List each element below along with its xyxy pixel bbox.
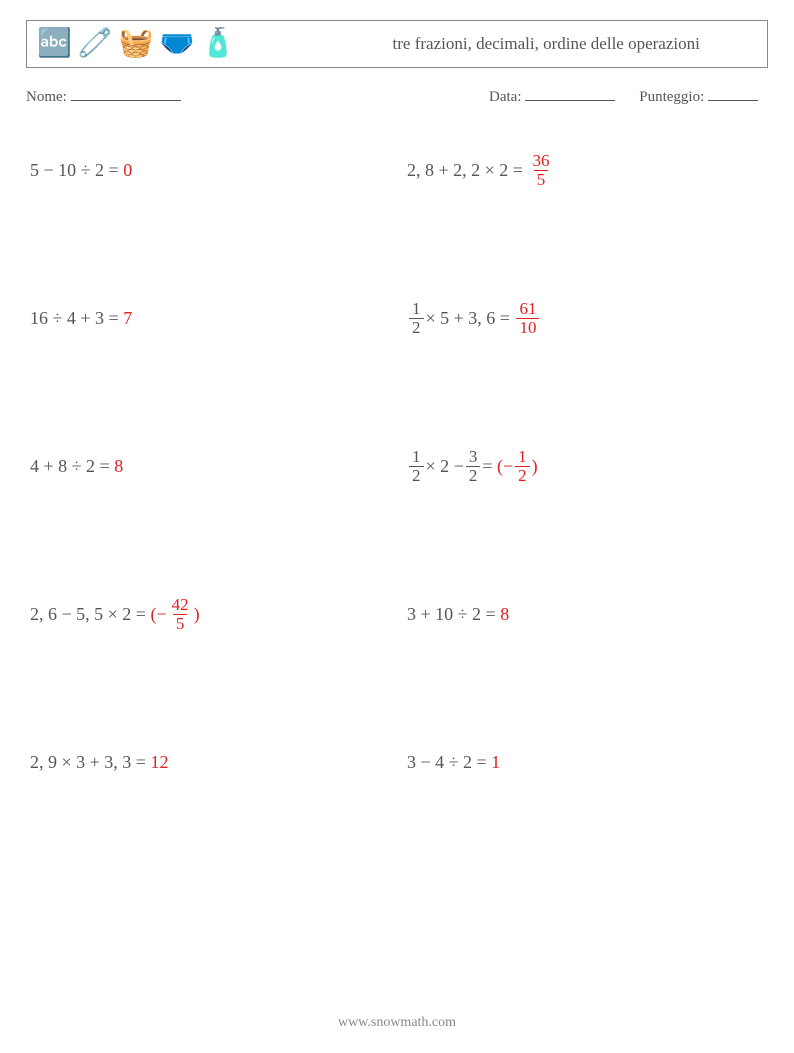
problem-answer: 365 xyxy=(527,152,554,189)
score-label: Punteggio: xyxy=(639,89,704,105)
name-label: Nome: xyxy=(26,89,67,105)
problem-1: 5 − 10 ÷ 2 = 0 xyxy=(30,146,387,194)
footer-url: www.snowmath.com xyxy=(0,1015,794,1031)
problem-answer: (−12) xyxy=(497,448,538,485)
pin-icon: 🧷 xyxy=(78,30,113,58)
problems-grid: 5 − 10 ÷ 2 = 0 2, 8 + 2, 2 × 2 = 365 16 ÷ … xyxy=(26,136,768,786)
problem-5: 4 + 8 ÷ 2 = 8 xyxy=(30,442,387,490)
problem-expression: 16 ÷ 4 + 3 = xyxy=(30,308,119,329)
problem-3: 16 ÷ 4 + 3 = 7 xyxy=(30,294,387,342)
problem-expression: 2, 8 + 2, 2 × 2 = xyxy=(407,160,523,181)
problem-10: 3 − 4 ÷ 2 = 1 xyxy=(407,738,764,786)
problem-expression: 2, 9 × 3 + 3, 3 = xyxy=(30,752,146,773)
problem-expression: 12 × 5 + 3, 6 = xyxy=(407,300,510,337)
problem-answer: 1 xyxy=(491,752,500,773)
score-blank xyxy=(708,86,758,101)
diaper-icon: 🩲 xyxy=(160,30,195,58)
problem-8: 3 + 10 ÷ 2 = 8 xyxy=(407,590,764,638)
problem-expression: 3 + 10 ÷ 2 = xyxy=(407,604,496,625)
problem-expression: 5 − 10 ÷ 2 = xyxy=(30,160,119,181)
meta-row: Nome: Data: Punteggio: xyxy=(26,86,768,106)
meta-date: Data: xyxy=(489,86,615,106)
problem-9: 2, 9 × 3 + 3, 3 = 12 xyxy=(30,738,387,786)
problem-expression: 12 × 2 − 32 = xyxy=(407,448,492,485)
problem-answer: 8 xyxy=(114,456,123,477)
name-blank xyxy=(71,86,181,101)
problem-answer: 6110 xyxy=(514,300,541,337)
header-icons: 🔤 🧷 🧺 🩲 🧴 xyxy=(27,30,235,58)
problem-answer: 12 xyxy=(150,752,168,773)
date-blank xyxy=(525,86,615,101)
basket-icon: 🧺 xyxy=(119,30,154,58)
problem-4: 12 × 5 + 3, 6 = 6110 xyxy=(407,294,764,342)
problem-expression: 2, 6 − 5, 5 × 2 = xyxy=(30,604,146,625)
problem-answer: (−425) xyxy=(150,596,199,633)
date-label: Data: xyxy=(489,89,521,105)
bottle-icon: 🧴 xyxy=(201,30,236,58)
problem-2: 2, 8 + 2, 2 × 2 = 365 xyxy=(407,146,764,194)
header-box: 🔤 🧷 🧺 🩲 🧴 tre frazioni, decimali, ordine… xyxy=(26,20,768,68)
problem-7: 2, 6 − 5, 5 × 2 = (−425) xyxy=(30,590,387,638)
blocks-icon: 🔤 xyxy=(37,30,72,58)
meta-score: Punteggio: xyxy=(639,86,758,106)
problem-expression: 4 + 8 ÷ 2 = xyxy=(30,456,110,477)
page-title: tre frazioni, decimali, ordine delle ope… xyxy=(235,33,767,54)
problem-answer: 0 xyxy=(123,160,132,181)
problem-6: 12 × 2 − 32 = (−12) xyxy=(407,442,764,490)
problem-answer: 7 xyxy=(123,308,132,329)
problem-answer: 8 xyxy=(500,604,509,625)
meta-name: Nome: xyxy=(26,86,489,106)
problem-expression: 3 − 4 ÷ 2 = xyxy=(407,752,487,773)
